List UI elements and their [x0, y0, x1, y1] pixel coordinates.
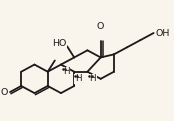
Text: H: H [89, 74, 96, 83]
Text: H: H [63, 67, 69, 76]
Text: O: O [97, 22, 104, 31]
Text: HO: HO [52, 39, 66, 48]
Text: O: O [1, 88, 8, 97]
Text: OH: OH [156, 29, 170, 38]
Text: H: H [75, 74, 82, 83]
